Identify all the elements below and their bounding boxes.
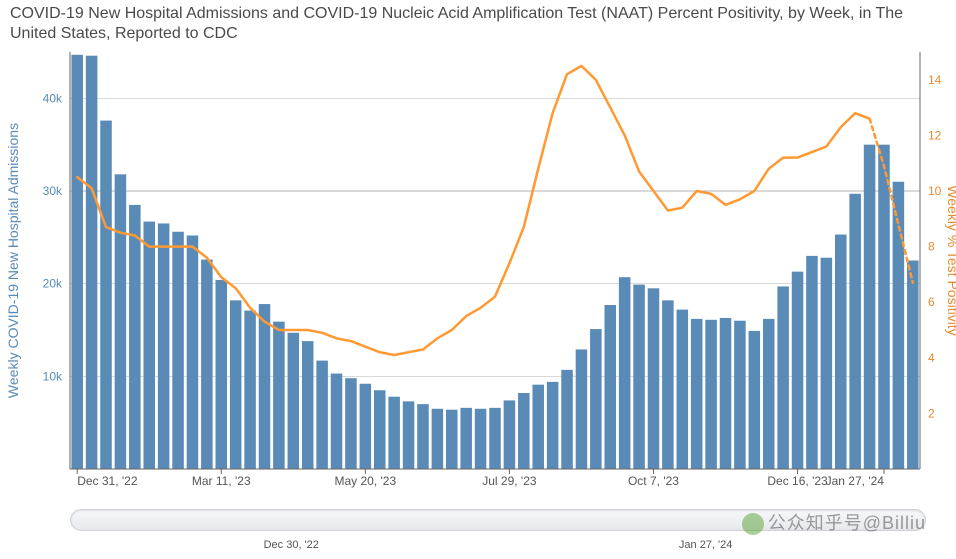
x-tick: Dec 16, '23 bbox=[767, 474, 828, 488]
bar[interactable] bbox=[691, 319, 703, 469]
bar[interactable] bbox=[374, 390, 386, 469]
bar[interactable] bbox=[288, 333, 300, 469]
bar[interactable] bbox=[345, 378, 357, 469]
bar[interactable] bbox=[158, 223, 170, 469]
bar[interactable] bbox=[518, 393, 530, 469]
x-tick: May 20, '23 bbox=[335, 474, 397, 488]
bar[interactable] bbox=[446, 410, 458, 469]
bar[interactable] bbox=[504, 400, 516, 469]
bar[interactable] bbox=[460, 408, 472, 469]
bar[interactable] bbox=[100, 121, 112, 469]
bar[interactable] bbox=[662, 300, 674, 469]
bar[interactable] bbox=[561, 370, 573, 469]
bar[interactable] bbox=[489, 408, 501, 469]
bar[interactable] bbox=[360, 384, 372, 469]
chart-svg: 10k 20k 30k 40k 2 4 6 8 10 12 14 Dec 31, '22 Mar 11,… bbox=[0, 44, 956, 501]
y-tick-right: 8 bbox=[928, 240, 935, 254]
bar[interactable] bbox=[259, 304, 271, 469]
x-tick: Jul 29, '23 bbox=[482, 474, 537, 488]
slider-track[interactable] bbox=[70, 509, 926, 531]
y-tick-left: 20k bbox=[43, 277, 63, 291]
bar[interactable] bbox=[835, 235, 847, 469]
positivity-line-provisional[interactable] bbox=[870, 119, 913, 283]
y-tick-left: 10k bbox=[43, 369, 63, 383]
y-tick-right: 4 bbox=[928, 351, 935, 365]
bar[interactable] bbox=[172, 232, 184, 469]
bar[interactable] bbox=[216, 280, 228, 469]
x-tick: Jan 27, '24 bbox=[826, 474, 885, 488]
bar[interactable] bbox=[71, 55, 83, 469]
bar[interactable] bbox=[677, 310, 689, 469]
bar[interactable] bbox=[532, 385, 544, 469]
slider-labels: Dec 30, '22 Jan 27, '24 bbox=[70, 539, 926, 551]
bar[interactable] bbox=[705, 320, 717, 469]
bar[interactable] bbox=[720, 318, 732, 469]
bar[interactable] bbox=[864, 145, 876, 469]
bar[interactable] bbox=[302, 341, 314, 469]
bar[interactable] bbox=[230, 300, 242, 469]
chart-area: 10k 20k 30k 40k 2 4 6 8 10 12 14 Dec 31, '22 Mar 11,… bbox=[0, 44, 956, 501]
y-tick-right: 12 bbox=[928, 128, 942, 142]
bar[interactable] bbox=[777, 286, 789, 469]
bar[interactable] bbox=[86, 56, 98, 469]
bar[interactable] bbox=[849, 194, 861, 469]
bar[interactable] bbox=[734, 321, 746, 469]
bar[interactable] bbox=[893, 182, 905, 469]
chart-title: COVID-19 New Hospital Admissions and COV… bbox=[0, 0, 956, 44]
y-axis-left-title: Weekly COVID-19 New Hospital Admissions bbox=[5, 123, 21, 398]
bar[interactable] bbox=[187, 235, 199, 469]
bar[interactable] bbox=[115, 174, 127, 469]
x-tick: Mar 11, '23 bbox=[192, 474, 251, 488]
y-tick-right: 14 bbox=[928, 73, 942, 87]
bar[interactable] bbox=[316, 361, 328, 469]
bar[interactable] bbox=[331, 374, 343, 469]
slider-label-right: Jan 27, '24 bbox=[679, 539, 732, 551]
bar[interactable] bbox=[417, 404, 429, 469]
bar[interactable] bbox=[201, 260, 213, 469]
bar[interactable] bbox=[878, 145, 890, 469]
x-tick: Dec 31, '22 bbox=[77, 474, 138, 488]
bar[interactable] bbox=[273, 322, 285, 469]
bar[interactable] bbox=[907, 261, 919, 470]
bar[interactable] bbox=[648, 288, 660, 469]
y-tick-left: 40k bbox=[43, 91, 63, 105]
x-tick: Oct 7, '23 bbox=[628, 474, 679, 488]
bar[interactable] bbox=[403, 401, 415, 469]
y-tick-right: 2 bbox=[928, 406, 935, 420]
slider-label-left: Dec 30, '22 bbox=[264, 539, 319, 551]
bar[interactable] bbox=[576, 349, 588, 469]
bar[interactable] bbox=[547, 382, 559, 469]
bar[interactable] bbox=[244, 311, 256, 469]
bar[interactable] bbox=[129, 205, 141, 469]
range-slider[interactable]: Dec 30, '22 Jan 27, '24 bbox=[70, 507, 926, 551]
bar[interactable] bbox=[821, 258, 833, 469]
bar[interactable] bbox=[143, 222, 155, 469]
bar[interactable] bbox=[633, 285, 645, 469]
bar[interactable] bbox=[590, 329, 602, 469]
bar[interactable] bbox=[749, 331, 761, 469]
bar[interactable] bbox=[619, 277, 631, 469]
y-axis-right-title: Weekly % Test Positivity bbox=[945, 185, 956, 335]
bar[interactable] bbox=[475, 409, 487, 469]
y-tick-left: 30k bbox=[43, 184, 63, 198]
bar[interactable] bbox=[604, 305, 616, 469]
y-tick-right: 10 bbox=[928, 184, 942, 198]
y-tick-right: 6 bbox=[928, 295, 935, 309]
bar[interactable] bbox=[792, 272, 804, 469]
bar[interactable] bbox=[763, 319, 775, 469]
bar[interactable] bbox=[806, 256, 818, 469]
bar[interactable] bbox=[388, 397, 400, 469]
bar[interactable] bbox=[432, 409, 444, 469]
